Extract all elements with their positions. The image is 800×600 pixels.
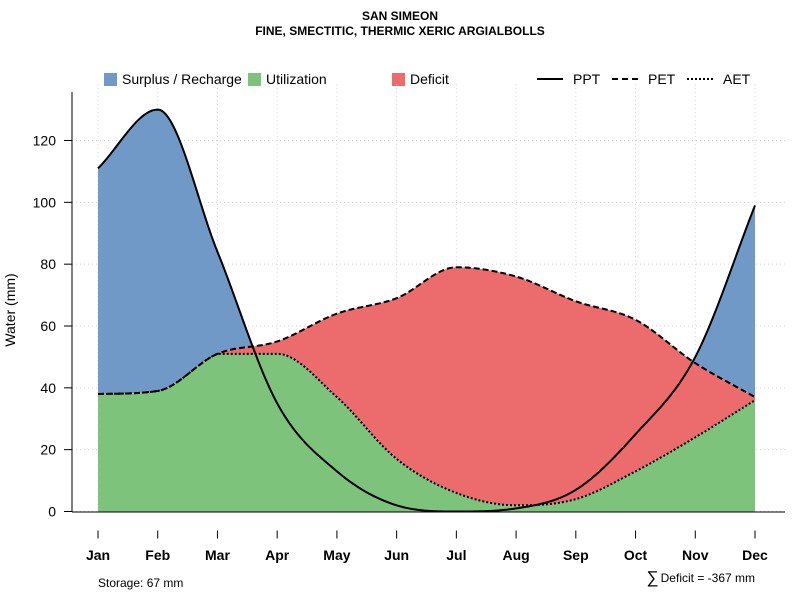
y-tick-label: 40 <box>40 380 56 396</box>
x-tick-label: Jun <box>384 547 409 563</box>
legend-deficit-swatch <box>392 72 405 86</box>
deficit-total: Deficit = -367 mm <box>660 571 755 585</box>
legend-ppt: PPT <box>537 71 600 87</box>
area-surplus-recharge <box>98 109 755 506</box>
x-tick-label: Sep <box>563 547 589 563</box>
storage-note: Storage: 67 mm <box>98 576 184 590</box>
x-tick-label: Nov <box>682 547 709 563</box>
y-tick-label: 120 <box>33 133 57 149</box>
x-tick-label: Mar <box>205 547 230 563</box>
legend-surplus-label: Surplus / Recharge <box>122 71 242 87</box>
legend-aet: AET <box>687 71 750 87</box>
legend-utilization-label: Utilization <box>266 71 327 87</box>
y-tick-label: 80 <box>40 256 56 272</box>
chart-title: SAN SIMEON <box>361 9 438 23</box>
x-tick-label: Jan <box>86 547 110 563</box>
legend-pet-label: PET <box>648 71 676 87</box>
x-tick-label: Feb <box>145 547 170 563</box>
x-tick-label: Apr <box>265 547 290 563</box>
y-tick-label: 0 <box>48 504 56 520</box>
legend-ppt-line <box>537 78 563 80</box>
area-utilization <box>98 353 755 512</box>
deficit-note: ∑ Deficit = -367 mm <box>646 568 755 587</box>
chart-subtitle: FINE, SMECTITIC, THERMIC XERIC ARGIALBOL… <box>255 24 545 38</box>
legend-surplus-swatch <box>104 72 117 86</box>
y-tick-label: 20 <box>40 442 56 458</box>
legend-surplus: Surplus / Recharge <box>104 71 242 87</box>
area-deficit <box>98 267 755 506</box>
legend-aet-line <box>687 78 713 80</box>
sum-icon: ∑ <box>646 568 659 587</box>
legend-pet-line <box>612 78 638 80</box>
legend-utilization-swatch <box>248 72 261 86</box>
series-line-pet <box>97 266 756 398</box>
x-tick-label: Aug <box>502 547 529 563</box>
legend-ppt-label: PPT <box>573 71 601 87</box>
legend-pet: PET <box>612 71 675 87</box>
x-tick-label: Jul <box>446 547 466 563</box>
legend-deficit: Deficit <box>392 71 449 87</box>
legend-aet-label: AET <box>723 71 751 87</box>
legend-deficit-label: Deficit <box>410 71 449 87</box>
y-tick-label: 60 <box>40 318 56 334</box>
x-tick-label: Oct <box>624 547 648 563</box>
y-tick-label: 100 <box>33 194 57 210</box>
series-line-ppt <box>97 108 756 513</box>
legend-utilization: Utilization <box>248 71 327 87</box>
x-tick-label: May <box>323 547 350 563</box>
x-tick-label: Dec <box>742 547 768 563</box>
